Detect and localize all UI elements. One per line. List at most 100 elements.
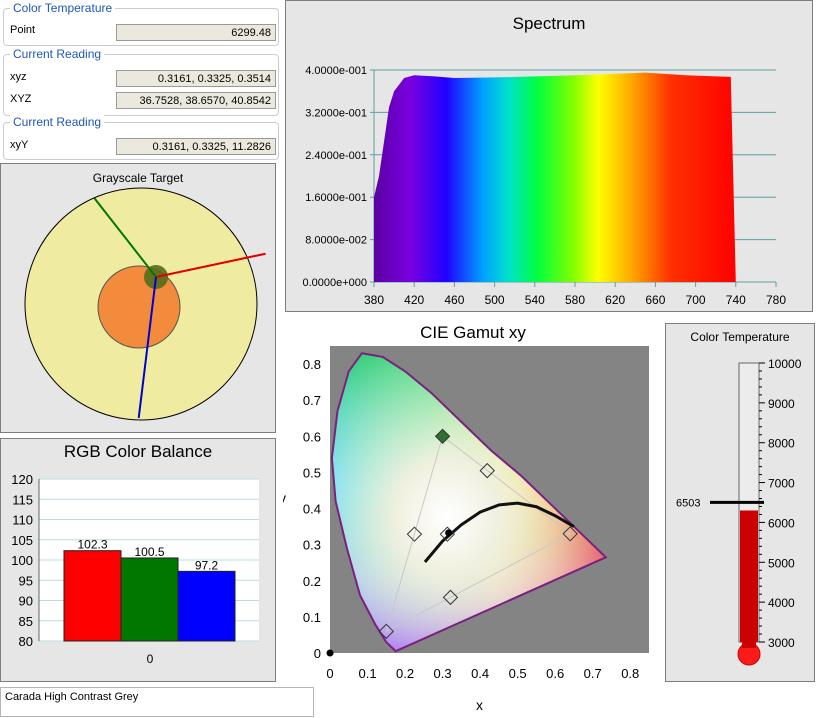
rgb-color-balance-panel: RGB Color Balance 120 115 110 105 100 95 90 85 8… (0, 438, 276, 682)
point-label: Point (10, 24, 36, 36)
rgb-ytick-label: 105 (11, 533, 33, 548)
thermometer-fill (740, 510, 758, 642)
cie-ytick-label: 0.2 (303, 574, 321, 589)
rgb-x-category-label: 0 (147, 652, 154, 666)
color-temperature-gauge-panel: Color Temperature 10000 9000 8000 7000 6000 5… (665, 323, 815, 682)
gauge-tick-label: 10000 (768, 357, 802, 371)
cie-ytick-label: 0.4 (303, 502, 321, 517)
secondary-target-marker (406, 526, 423, 542)
gauge-tick-label: 8000 (768, 437, 795, 451)
gauge-tick-label: 3000 (768, 636, 795, 650)
spectrum-xtick-label: 460 (444, 293, 464, 307)
XYZ-label: XYZ (10, 93, 32, 105)
spectrum-xtick-label: 580 (565, 293, 585, 307)
grayscale-target-plot (24, 187, 266, 421)
rgb-ytick-label: 110 (12, 513, 33, 528)
cie-gamut-chart: 0.8 0.7 0.6 0.5 0.4 0.3 0.2 0.1 00 0.1 0.2 0.3 0.4 0.… (283, 346, 649, 713)
rgb-bar-value-label: 100.5 (134, 545, 164, 559)
cie-xtick-label: 0.8 (621, 666, 639, 681)
spectrum-xtick-label: 540 (525, 293, 545, 307)
cie-ytick-label: 0.7 (303, 393, 321, 408)
spectrum-xtick-label: 740 (726, 293, 746, 307)
spectrum-title: Spectrum (512, 14, 586, 33)
rgb-ytick-label: 80 (19, 634, 33, 649)
cie-ytick-label: 0.1 (303, 610, 321, 625)
spectral-locus-outline (330, 352, 608, 653)
grayscale-target-panel: Grayscale Target (0, 163, 276, 433)
gauge-title: Color Temperature (690, 330, 790, 344)
grayscale-target-title: Grayscale Target (92, 171, 184, 185)
gauge-tick-label: 5000 (768, 556, 795, 570)
spectrum-xtick-label: 780 (766, 293, 786, 307)
spectrum-ytick-label: 2.4000e-001 (305, 150, 367, 162)
gauge-tick-label: 7000 (768, 477, 795, 491)
cie-gamut-title: CIE Gamut xy (420, 323, 526, 342)
rgb-bar (120, 557, 179, 642)
spectrum-chart: 4.0000e-001 3.2000e-001 2.4000e-001 1.6000e… (302, 65, 786, 307)
gauge-tick-label: 9000 (768, 397, 795, 411)
xyY-label: xyY (10, 139, 29, 151)
rgb-balance-chart: 120 115 110 105 100 95 90 85 80 102.3 100.5 97.2 0 (11, 472, 259, 666)
cie-ytick-label: 0.3 (303, 538, 321, 553)
current-reading-title-1: Current Reading (10, 47, 105, 61)
white-target-marker (439, 526, 456, 542)
spectrum-ytick-label: 1.6000e-001 (305, 192, 367, 204)
spectrum-panel: Spectrum 4.0000e-001 3.2000e-001 2.4000e-0… (285, 0, 813, 312)
blue-vector-line (137, 276, 157, 419)
color-temperature-group-title: Color Temperature (10, 1, 116, 15)
green-primary-marker (434, 428, 451, 445)
spectrum-ytick-label: 3.2000e-001 (305, 107, 367, 119)
current-reading-title-2: Current Reading (10, 115, 105, 129)
green-vector-line (93, 197, 157, 278)
cie-xtick-label: 0.5 (509, 666, 527, 681)
rgb-ytick-label: 120 (11, 472, 33, 487)
cie-ytick-label: 0.5 (303, 465, 321, 480)
cie-ytick-label: 0 (314, 646, 321, 661)
profile-name: Carada High Contrast Grey (5, 691, 139, 703)
rgb-bar (63, 550, 122, 642)
cie-y-axis-label: y (283, 490, 286, 506)
xyz-value-field: 0.3161, 0.3325, 0.3514 (116, 70, 276, 87)
profile-name-box[interactable]: Carada High Contrast Grey (0, 687, 314, 717)
cie-xtick-label: 0.1 (358, 666, 376, 681)
rgb-ytick-label: 115 (12, 492, 33, 507)
cie-xtick-label: 0.7 (584, 666, 602, 681)
spectrum-xtick-label: 620 (605, 293, 625, 307)
xyz-label: xyz (10, 71, 27, 83)
xyY-value-field: 0.3161, 0.3325, 11.2826 (116, 138, 276, 155)
gauge-tick-label: 4000 (768, 596, 795, 610)
spectrum-xtick-label: 660 (645, 293, 665, 307)
target-gamut-triangle (385, 435, 572, 633)
rgb-bar-value-label: 97.2 (195, 558, 219, 572)
rgb-ytick-label: 90 (19, 594, 33, 609)
cie-xtick-label: 0.3 (434, 666, 452, 681)
spectrum-area (374, 72, 736, 283)
rgb-ytick-label: 85 (19, 614, 33, 629)
cie-xtick-label: 0.6 (546, 666, 564, 681)
spectrum-xtick-label: 420 (404, 293, 424, 307)
red-vector-line (155, 252, 266, 278)
current-reading-group-1: Current Reading xyz 0.3161, 0.3325, 0.35… (3, 47, 279, 116)
cie-ytick-label: 0.6 (303, 429, 321, 444)
color-temperature-group: Color Temperature Point 6299.48 (3, 1, 279, 46)
thermometer-neck (742, 636, 756, 648)
current-reading-group-2: Current Reading xyY 0.3161, 0.3325, 11.2… (3, 115, 279, 160)
cie-xtick-label: 0 (326, 666, 333, 681)
rgb-ytick-label: 100 (11, 553, 33, 568)
XYZ-value-field: 36.7528, 38.6570, 40.8542 (116, 92, 276, 109)
spectrum-xtick-label: 700 (686, 293, 706, 307)
cie-xtick-label: 0.4 (471, 666, 489, 681)
cie-x-axis-label: x (476, 697, 483, 713)
secondary-target-marker (442, 589, 459, 606)
red-primary-marker (562, 526, 578, 542)
secondary-target-marker (479, 462, 495, 479)
spectrum-ytick-label: 0.0000e+000 (302, 277, 367, 289)
temperature-thermometer: 10000 9000 8000 7000 6000 5000 4000 3000 6503 (676, 357, 802, 666)
rgb-ytick-label: 95 (19, 573, 33, 588)
rgb-bar (177, 570, 236, 642)
cie-gamut-panel: CIE Gamut xy 0.8 0.7 0.6 0.5 0.4 0.3 0.2 0 (283, 318, 663, 718)
gauge-tick-label: 6000 (768, 516, 795, 530)
rgb-bar-value-label: 102.3 (77, 538, 107, 552)
spectrum-xtick-label: 380 (364, 293, 384, 307)
spectrum-ytick-label: 4.0000e-001 (305, 65, 367, 77)
